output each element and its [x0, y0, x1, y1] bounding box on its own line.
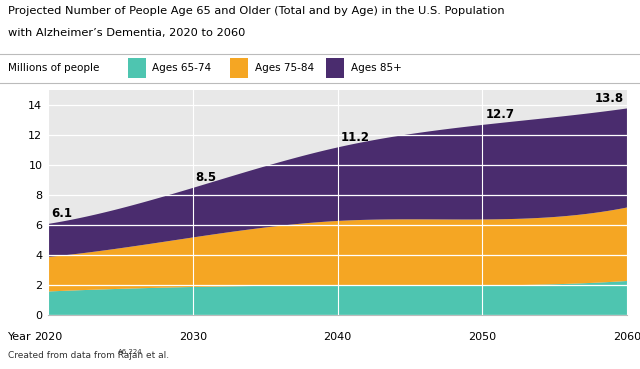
- Text: 2050: 2050: [468, 332, 497, 342]
- Text: A6,224: A6,224: [118, 349, 142, 355]
- Text: 2060: 2060: [613, 332, 640, 342]
- Text: 12.7: 12.7: [485, 108, 515, 121]
- Text: Ages 65-74: Ages 65-74: [152, 63, 211, 73]
- Text: Projected Number of People Age 65 and Older (Total and by Age) in the U.S. Popul: Projected Number of People Age 65 and Ol…: [8, 6, 504, 15]
- Text: 11.2: 11.2: [340, 131, 369, 144]
- Text: Created from data from Rajan et al.: Created from data from Rajan et al.: [8, 351, 169, 360]
- Text: 8.5: 8.5: [196, 171, 217, 184]
- Text: Ages 85+: Ages 85+: [351, 63, 401, 73]
- Text: with Alzheimer’s Dementia, 2020 to 2060: with Alzheimer’s Dementia, 2020 to 2060: [8, 28, 245, 38]
- Text: 13.8: 13.8: [595, 92, 624, 105]
- Text: 6.1: 6.1: [51, 207, 72, 220]
- Text: Ages 75-84: Ages 75-84: [255, 63, 314, 73]
- Text: 2030: 2030: [179, 332, 207, 342]
- Text: 2020: 2020: [34, 332, 62, 342]
- Text: Millions of people: Millions of people: [8, 63, 99, 73]
- Text: Year: Year: [8, 332, 31, 342]
- Text: 2040: 2040: [323, 332, 352, 342]
